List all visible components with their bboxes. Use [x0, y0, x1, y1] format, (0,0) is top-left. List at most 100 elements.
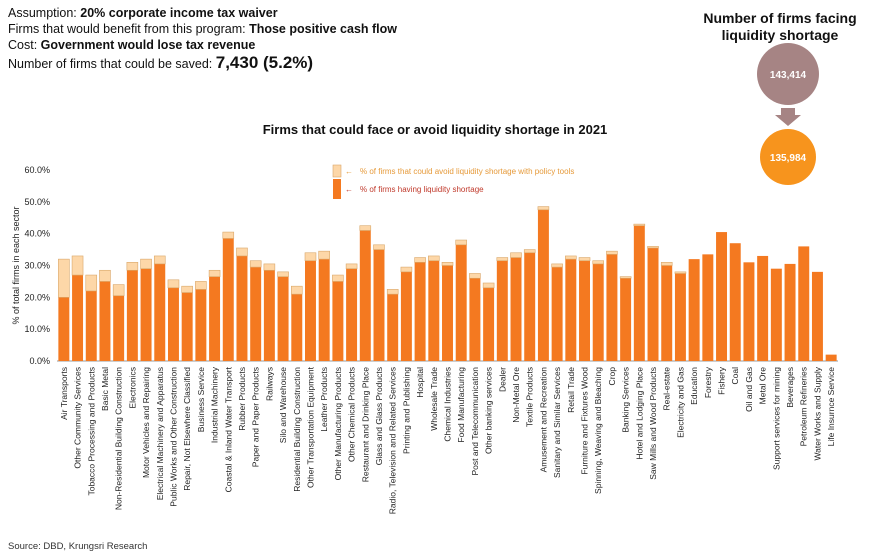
x-tick-label: Coal	[730, 367, 740, 385]
bar-avoidable	[345, 263, 358, 269]
bar-shortage	[236, 255, 248, 361]
bar-shortage	[784, 263, 796, 361]
x-tick-label: Textile Products	[525, 367, 535, 427]
bar-avoidable	[578, 257, 591, 262]
legend-arrow-icon: ←	[345, 185, 353, 194]
y-tick-label: 10.0%	[24, 324, 50, 334]
bar-avoidable	[359, 225, 372, 231]
bar-avoidable	[455, 239, 467, 246]
x-tick-label: Railways	[264, 367, 274, 401]
bar-shortage	[209, 276, 221, 361]
bar-shortage	[428, 260, 440, 361]
bar-avoidable	[565, 255, 577, 260]
x-tick-label: Crop	[607, 367, 617, 386]
x-tick-label: Electricity and Gas	[675, 367, 685, 438]
x-tick-label: Post and Telecommunication	[470, 367, 480, 476]
bar-shortage	[483, 287, 495, 361]
x-tick-label: Real-estate	[662, 367, 672, 411]
x-tick-label: Amusement and Recreation	[538, 367, 548, 473]
x-tick-label: Rubber Products	[237, 367, 247, 431]
bar-avoidable	[674, 271, 687, 274]
bar-avoidable	[633, 223, 646, 227]
x-tick-label: Industrial Machinery	[210, 366, 220, 443]
bar-shortage	[716, 232, 728, 361]
bar-avoidable	[195, 281, 207, 290]
saved-line: Number of firms that could be saved: 7,4…	[8, 54, 397, 72]
bar-shortage	[537, 209, 549, 361]
source-note: Source: DBD, Krungsri Research	[8, 541, 148, 552]
bar-shortage	[674, 273, 686, 361]
bar-shortage	[99, 281, 111, 361]
bar-shortage	[58, 297, 70, 361]
bar-shortage	[442, 265, 453, 361]
bar-avoidable	[249, 260, 262, 268]
bar-avoidable	[414, 257, 426, 263]
firms-before-value: 143,414	[770, 70, 807, 81]
x-tick-label: Residential Building Construction	[292, 367, 302, 492]
benefit-label: Firms that would benefit from this progr…	[8, 22, 250, 36]
assumption-value: 20% corporate income tax waiver	[80, 6, 278, 20]
bar-shortage	[579, 260, 590, 361]
bar-avoidable	[167, 279, 180, 289]
assumption-label: Assumption:	[8, 6, 81, 20]
bar-shortage	[181, 292, 193, 361]
bar-shortage	[592, 263, 604, 361]
bar-avoidable	[619, 276, 632, 279]
bar-avoidable	[592, 260, 604, 265]
x-tick-label: Restaurant and Drinking Place	[360, 367, 370, 483]
y-tick-label: 40.0%	[24, 229, 50, 239]
assumptions-panel: Assumption: 20% corporate income tax wai…	[8, 5, 397, 72]
x-tick-label: Food Manufacturing	[456, 367, 466, 443]
x-tick-label: Air Transports	[59, 367, 69, 420]
bar-shortage	[72, 275, 84, 361]
x-tick-label: Public Works and Other Construction	[168, 367, 178, 507]
x-tick-label: Other Manufacturing Products	[333, 367, 343, 480]
bar-avoidable	[400, 266, 413, 273]
bar-avoidable	[496, 257, 509, 262]
bar-shortage	[85, 290, 97, 361]
y-axis-label: % of total firms in each sector	[11, 206, 21, 324]
bar-shortage	[455, 244, 467, 361]
bar-avoidable	[537, 206, 550, 211]
bar-avoidable	[428, 255, 440, 262]
bar-shortage	[250, 267, 262, 361]
bar-shortage	[620, 278, 632, 361]
side-panel-title: Number of firms facing liquidity shortag…	[703, 10, 857, 43]
bar-shortage	[606, 254, 618, 361]
bar-avoidable	[523, 249, 536, 254]
x-tick-label: Beverages	[785, 367, 795, 408]
bar-shortage	[167, 287, 179, 361]
bar-shortage	[496, 260, 508, 361]
bar-shortage	[661, 265, 673, 361]
bar-shortage	[359, 230, 371, 361]
bar-shortage	[811, 271, 823, 361]
bar-avoidable	[469, 273, 481, 279]
legend-swatch-avoidable	[332, 164, 342, 178]
bar-shortage	[633, 225, 645, 361]
cost-label: Cost:	[8, 38, 41, 52]
x-tick-label: Retail Trade	[566, 367, 576, 413]
bar-shortage	[305, 260, 316, 361]
bar-shortage	[400, 271, 412, 361]
bar-shortage	[757, 255, 769, 361]
bar-avoidable	[290, 285, 303, 295]
bar-avoidable	[441, 262, 454, 266]
bar-shortage	[469, 278, 481, 361]
bar-shortage	[524, 252, 536, 361]
legend-label-avoidable: % of firms that could avoid liquidity sh…	[360, 167, 574, 176]
x-tick-label: Metal Ore	[758, 367, 768, 405]
x-tick-label: Repair, Not Elsewhere Classified	[182, 367, 192, 491]
bar-avoidable	[58, 258, 70, 298]
down-arrow-icon	[775, 108, 801, 126]
x-tick-label: Paper and Paper Products	[251, 367, 261, 467]
y-tick-label: 30.0%	[24, 261, 50, 271]
bar-shortage	[263, 270, 275, 361]
bar-avoidable	[208, 269, 221, 277]
bar-avoidable	[647, 246, 659, 249]
bar-shortage	[551, 267, 563, 361]
y-tick-label: 50.0%	[24, 197, 50, 207]
bar-shortage	[291, 294, 303, 361]
x-tick-label: Glass and Glass Products	[374, 367, 384, 465]
bar-avoidable	[551, 263, 563, 268]
